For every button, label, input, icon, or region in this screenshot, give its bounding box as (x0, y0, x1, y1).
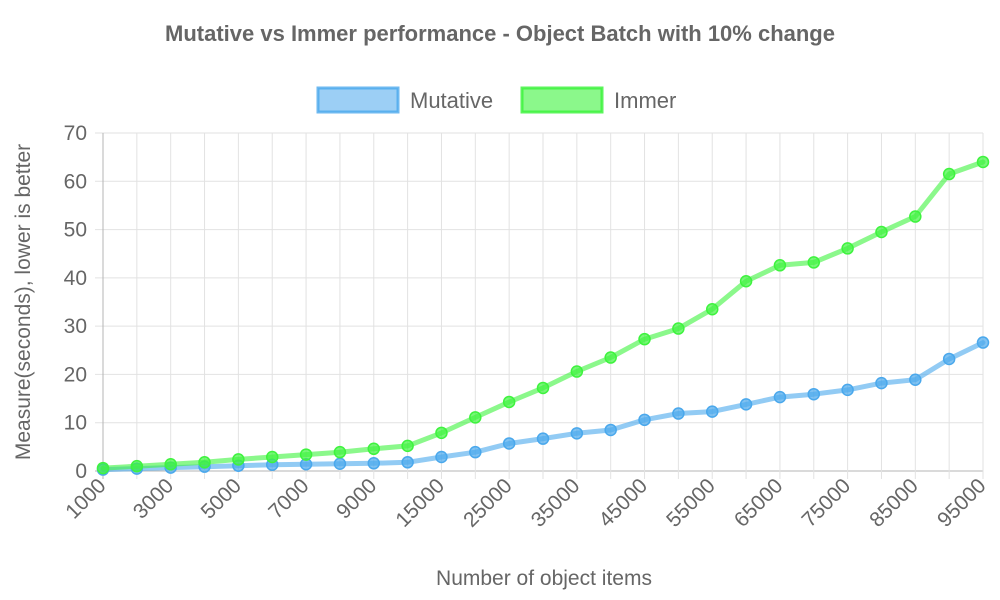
y-tick-label-60: 60 (64, 170, 87, 193)
x-tick-label-9000: 9000 (332, 474, 381, 523)
x-tick-label-7000: 7000 (264, 474, 313, 523)
y-tick-label-40: 40 (64, 267, 87, 290)
y-tick-label-30: 30 (64, 315, 87, 338)
data-point-immer-95000[interactable] (976, 155, 990, 169)
y-tick-label-0: 0 (75, 460, 87, 483)
data-point-immer-30000[interactable] (536, 381, 550, 395)
x-tick-label-95000: 95000 (933, 474, 991, 532)
data-point-mutative-15000[interactable] (435, 450, 448, 464)
data-point-mutative-90000[interactable] (942, 352, 956, 366)
y-axis-label: Measure(seconds), lower is better (12, 144, 35, 460)
data-point-mutative-10000[interactable] (401, 456, 414, 469)
y-tick-label-70: 70 (64, 122, 87, 145)
y-tick-label-20: 20 (64, 363, 87, 386)
legend-label-immer: Immer (614, 88, 676, 113)
x-tick-label-25000: 25000 (459, 474, 517, 532)
data-point-immer-3000[interactable] (164, 457, 177, 471)
data-point-mutative-80000[interactable] (875, 376, 888, 390)
data-point-immer-20000[interactable] (469, 411, 482, 424)
data-point-immer-7000[interactable] (299, 448, 313, 461)
data-point-immer-1000[interactable] (96, 461, 110, 475)
data-point-immer-75000[interactable] (841, 242, 854, 255)
data-point-immer-60000[interactable] (739, 274, 753, 288)
data-point-mutative-50000[interactable] (672, 407, 685, 420)
data-point-immer-35000[interactable] (570, 365, 584, 378)
data-point-immer-80000[interactable] (875, 225, 888, 239)
y-axis-ticks: 0 10 20 30 40 50 60 70 (64, 122, 87, 483)
x-tick-label-1000: 1000 (61, 474, 110, 523)
x-tick-label-55000: 55000 (662, 474, 720, 532)
x-tick-label-5000: 5000 (197, 474, 246, 523)
data-point-immer-70000[interactable] (807, 256, 821, 269)
data-point-immer-50000[interactable] (672, 322, 685, 335)
data-point-mutative-30000[interactable] (536, 432, 550, 445)
data-point-mutative-40000[interactable] (604, 423, 617, 437)
data-point-immer-4000[interactable] (198, 456, 211, 469)
y-tick-label-10: 10 (64, 412, 87, 435)
data-point-immer-90000[interactable] (942, 167, 956, 181)
data-point-mutative-60000[interactable] (739, 398, 753, 411)
grid (95, 132, 984, 479)
data-point-mutative-95000[interactable] (976, 336, 990, 349)
data-point-immer-85000[interactable] (909, 210, 922, 223)
x-axis-ticks: 1000 3000 5000 7000 9000 15000 25000 35000 45000… (61, 474, 990, 532)
data-point-mutative-8000[interactable] (333, 457, 347, 471)
data-point-immer-65000[interactable] (773, 259, 787, 272)
y-tick-label-50: 50 (64, 219, 87, 242)
data-point-mutative-85000[interactable] (909, 373, 922, 386)
data-point-immer-40000[interactable] (604, 351, 617, 364)
x-tick-label-65000: 65000 (730, 474, 788, 532)
data-point-immer-5000[interactable] (232, 453, 245, 466)
data-point-mutative-70000[interactable] (807, 387, 821, 401)
x-tick-label-75000: 75000 (798, 474, 856, 532)
x-tick-label-45000: 45000 (595, 474, 653, 532)
data-point-immer-10000[interactable] (401, 439, 414, 453)
legend: Mutative Immer (316, 86, 676, 114)
data-point-mutative-45000[interactable] (638, 413, 651, 427)
data-point-immer-6000[interactable] (265, 450, 279, 464)
x-tick-label-15000: 15000 (391, 474, 449, 532)
data-point-mutative-55000[interactable] (705, 405, 719, 418)
legend-swatch-mutative[interactable] (316, 86, 400, 114)
data-point-immer-15000[interactable] (435, 426, 448, 440)
data-point-immer-55000[interactable] (705, 302, 719, 316)
data-point-mutative-75000[interactable] (841, 383, 854, 397)
chart-title: Mutative vs Immer performance - Object B… (165, 21, 835, 46)
data-point-mutative-25000[interactable] (502, 437, 516, 450)
data-point-immer-45000[interactable] (638, 332, 651, 346)
x-tick-label-3000: 3000 (129, 474, 178, 523)
data-point-mutative-35000[interactable] (570, 427, 584, 440)
data-point-mutative-9000[interactable] (367, 457, 381, 470)
data-point-immer-9000[interactable] (367, 442, 381, 456)
series-group (96, 155, 990, 476)
legend-swatch-immer[interactable] (520, 86, 604, 114)
data-point-mutative-20000[interactable] (469, 445, 482, 459)
data-point-immer-2000[interactable] (130, 459, 144, 473)
legend-label-mutative: Mutative (410, 88, 493, 113)
x-tick-label-85000: 85000 (865, 474, 923, 532)
data-point-immer-8000[interactable] (333, 445, 347, 459)
data-point-immer-25000[interactable] (502, 395, 516, 409)
data-point-mutative-65000[interactable] (773, 390, 787, 404)
x-axis-label: Number of object items (436, 567, 652, 590)
x-tick-label-35000: 35000 (527, 474, 585, 532)
